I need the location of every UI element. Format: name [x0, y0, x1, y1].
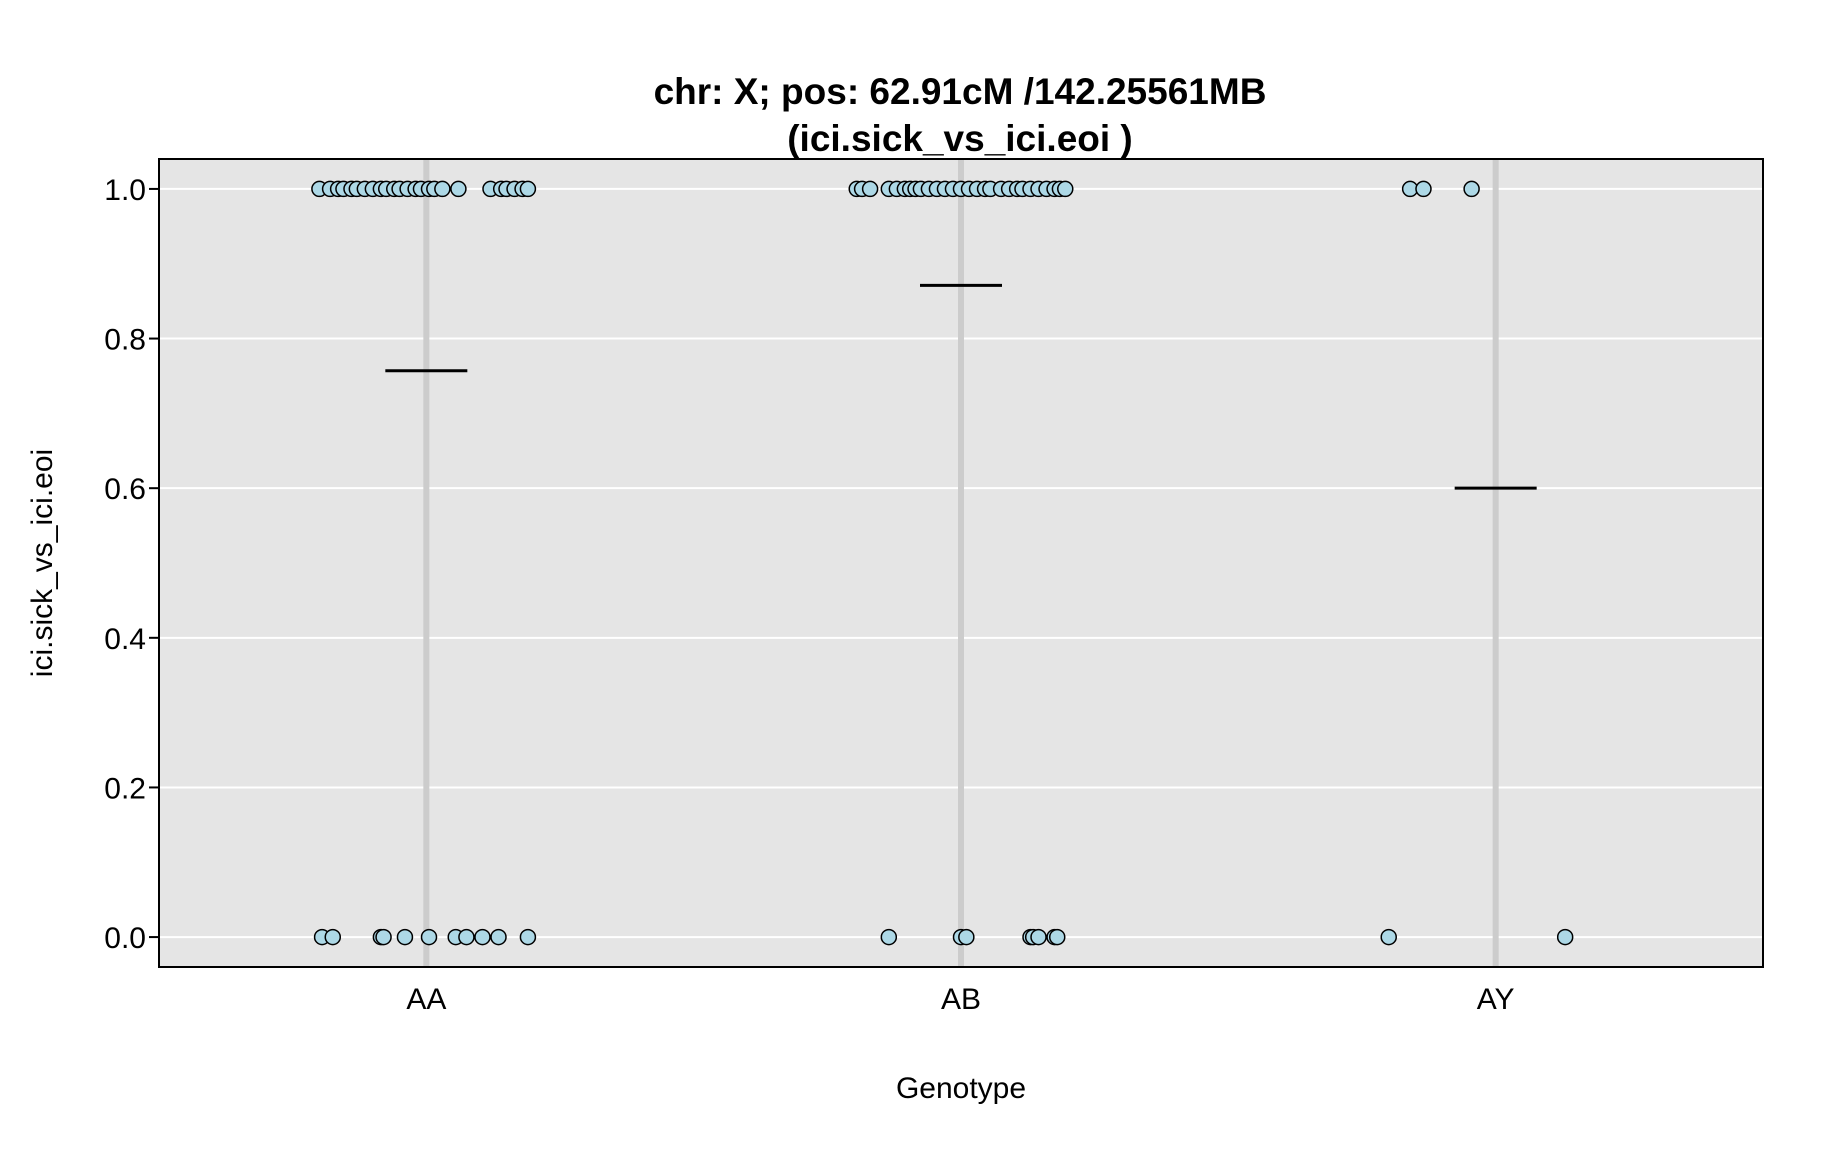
data-point — [375, 928, 392, 946]
x-axis-label: Genotype — [896, 1072, 1026, 1105]
y-axis: 0.0 0.2 0.4 0.6 0.8 1.0 — [104, 174, 159, 955]
data-point — [474, 928, 491, 946]
data-point — [958, 928, 975, 946]
chart-subtitle: (ici.sick_vs_ici.eoi ) — [787, 118, 1133, 159]
data-point — [396, 928, 414, 946]
y-tick-label: 0.0 — [104, 922, 146, 955]
x-tick-label: AY — [1477, 983, 1515, 1016]
y-tick-label: 0.8 — [104, 324, 146, 357]
y-tick-label: 1.0 — [104, 174, 146, 207]
data-point — [880, 928, 898, 946]
data-point — [420, 928, 438, 946]
x-axis: AA AB AY — [406, 983, 1514, 1016]
data-point — [1415, 180, 1432, 198]
data-point — [1380, 928, 1397, 946]
data-point — [450, 180, 467, 198]
y-tick-label: 0.4 — [104, 623, 146, 656]
y-axis-label: ici.sick_vs_ici.eoi — [26, 449, 59, 677]
data-point — [434, 180, 451, 198]
data-point — [519, 180, 537, 198]
data-points — [311, 180, 1574, 946]
data-point — [458, 928, 475, 946]
data-point — [519, 928, 537, 946]
data-point — [1057, 180, 1074, 198]
chart-title: chr: X; pos: 62.91cM /142.25561MB — [654, 71, 1267, 112]
plot-border — [158, 158, 1764, 968]
x-tick-label: AA — [406, 983, 446, 1016]
data-point — [861, 180, 879, 198]
category-lines — [423, 159, 1499, 967]
y-tick-label: 0.2 — [104, 772, 146, 805]
data-point — [324, 928, 342, 946]
data-point — [1030, 928, 1047, 946]
data-point — [1463, 180, 1480, 198]
data-point — [1556, 928, 1574, 946]
x-tick-label: AB — [941, 983, 981, 1016]
y-tick-label: 0.6 — [104, 473, 146, 506]
data-point — [1048, 928, 1066, 946]
data-point — [490, 928, 507, 946]
mean-markers — [385, 283, 1537, 490]
